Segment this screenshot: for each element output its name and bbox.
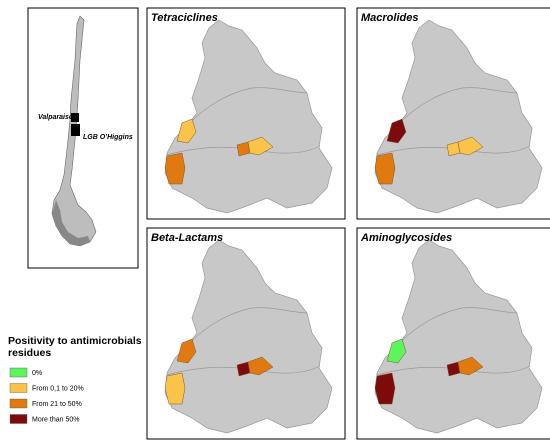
map-panel: Macrolides: [356, 7, 550, 220]
legend: 0% From 0,1 to 20% From 21 to 50% More than…: [9, 367, 84, 424]
district: [176, 118, 197, 144]
legend-label: From 0,1 to 20%: [32, 386, 84, 393]
district: [164, 372, 186, 405]
region-valparaiso: [71, 113, 79, 122]
inset-label: Valparaiso: [38, 114, 74, 121]
legend-label: From 21 to 50%: [32, 401, 82, 408]
region-shape: [374, 239, 543, 434]
district: [386, 118, 407, 144]
legend-swatch: [9, 367, 28, 378]
map-panel: Aminoglycosides: [356, 227, 550, 440]
district: [457, 136, 484, 156]
district: [247, 136, 274, 156]
district: [386, 338, 407, 364]
map-panel: Beta-Lactams: [146, 227, 346, 440]
panels: Tetraciclines Macrolides Beta-Lactams Amino…: [146, 7, 550, 440]
inset-map: Valparaiso LGB O’Higgins: [27, 7, 139, 269]
legend-label: 0%: [32, 370, 42, 377]
panel-title: Aminoglycosides: [360, 232, 452, 244]
southern-islands: [52, 200, 90, 246]
district: [164, 152, 186, 185]
panel-title: Beta-Lactams: [151, 232, 223, 244]
district-boundary: [396, 87, 518, 127]
district-boundary: [186, 307, 308, 347]
region-shape: [164, 19, 333, 214]
region-shape: [164, 239, 333, 434]
legend-label: More than 50%: [32, 417, 79, 424]
legend-swatch: [9, 398, 28, 409]
legend-title: Positivity to antimicrobials residues: [8, 335, 142, 359]
legend-swatch: [9, 414, 28, 424]
map-panel: Tetraciclines: [146, 7, 346, 220]
district: [374, 152, 396, 185]
legend-swatch: [9, 383, 28, 393]
district: [374, 372, 396, 405]
panel-title: Macrolides: [361, 12, 418, 24]
panel-title: Tetraciclines: [151, 12, 218, 24]
region-shape: [374, 19, 543, 214]
inset-label: LGB O’Higgins: [83, 134, 133, 141]
district-boundary: [186, 87, 308, 127]
district: [457, 356, 484, 376]
district: [176, 338, 197, 364]
district: [247, 356, 274, 376]
region-ohiggins: [71, 124, 80, 136]
district-boundary: [396, 307, 518, 347]
